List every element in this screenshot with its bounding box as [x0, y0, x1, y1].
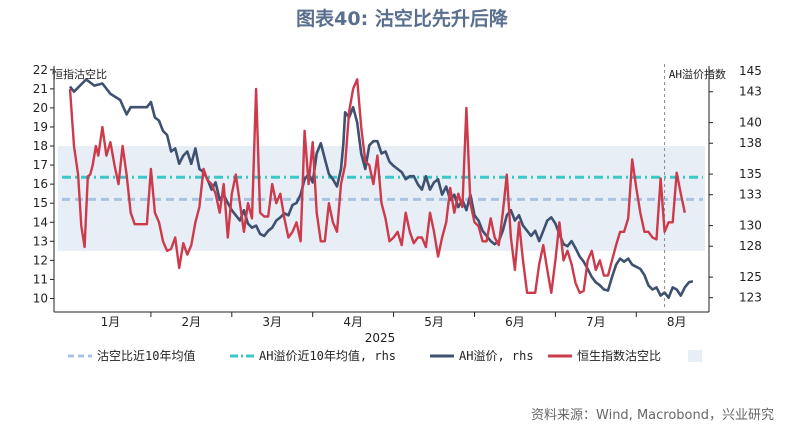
left-tick-label: 15	[33, 196, 48, 210]
month-label: 4月	[343, 315, 363, 329]
month-label: 5月	[424, 315, 444, 329]
legend-hsi-ratio: 恒生指数沽空比	[577, 348, 661, 363]
month-label: 3月	[262, 315, 282, 329]
chart-title: 图表40: 沽空比先升后降	[296, 8, 508, 30]
right-tick-label: 125	[739, 270, 762, 284]
series-line-1	[68, 78, 686, 294]
right-axis-label: AH溢价指数	[669, 67, 726, 81]
right-tick-label: 138	[739, 136, 762, 150]
legend-ref-ah: AH溢价近10年均值, rhs	[259, 348, 396, 363]
source-note: 资料来源：Wind, Macrobond，兴业研究	[531, 408, 774, 423]
left-tick-label: 11	[33, 272, 48, 286]
right-tick-label: 135	[739, 167, 762, 181]
year-label: 2025	[365, 331, 396, 345]
legend-ah: AH溢价, rhs	[459, 349, 534, 363]
left-tick-label: 10	[33, 291, 48, 305]
left-tick-label: 22	[33, 63, 48, 77]
left-tick-label: 20	[33, 101, 48, 115]
right-tick-label: 140	[739, 116, 762, 130]
right-tick-label: 145	[739, 64, 762, 78]
left-tick-label: 13	[33, 234, 48, 248]
left-tick-label: 18	[33, 139, 48, 153]
right-tick-label: 123	[739, 291, 762, 305]
month-label: 1月	[101, 315, 121, 329]
month-label: 6月	[505, 315, 525, 329]
legend: 沽空比近10年均值 AH溢价近10年均值, rhs AH溢价, rhs 恒生指数…	[68, 348, 702, 363]
month-label: 2月	[182, 315, 202, 329]
left-axis-label: 恒指沽空比	[52, 67, 107, 81]
left-tick-label: 17	[33, 158, 48, 172]
left-tick-label: 16	[33, 177, 48, 191]
series-line-0	[68, 78, 694, 299]
right-tick-label: 143	[739, 85, 762, 99]
left-tick-label: 21	[33, 82, 48, 96]
left-tick-label: 19	[33, 120, 48, 134]
left-tick-label: 14	[33, 215, 48, 229]
legend-ref-ratio: 沽空比近10年均值	[97, 348, 195, 363]
month-label: 8月	[667, 315, 687, 329]
right-tick-label: 133	[739, 188, 762, 202]
month-label: 7月	[586, 315, 606, 329]
right-tick-label: 130	[739, 219, 762, 233]
left-tick-label: 12	[33, 253, 48, 267]
legend-swatch-band	[688, 350, 702, 362]
right-tick-label: 128	[739, 239, 762, 253]
